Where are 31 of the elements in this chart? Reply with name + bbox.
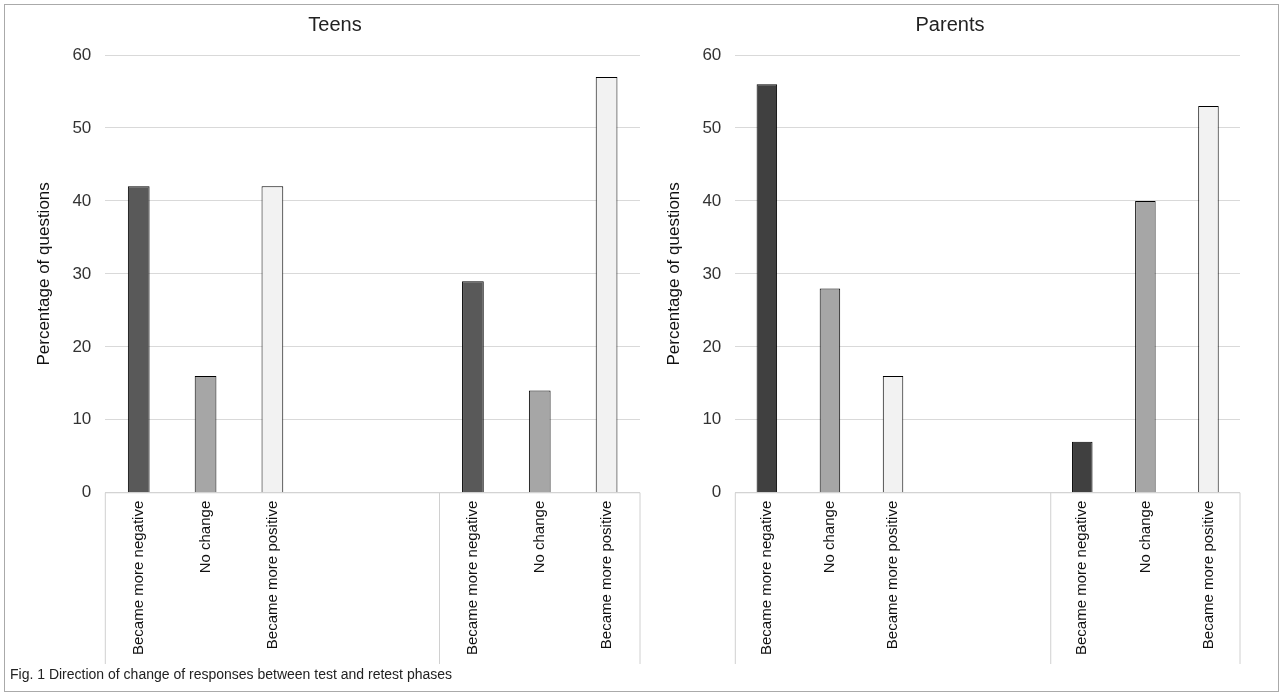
y-tick-label: 40 xyxy=(72,190,92,210)
y-tick-label: 20 xyxy=(702,336,722,356)
x-tick-label: Became more negative xyxy=(756,500,774,655)
y-tick-label: 50 xyxy=(72,117,92,137)
x-tick-label: Became more positive xyxy=(596,500,614,650)
y-tick-label: 0 xyxy=(81,482,92,502)
x-tick-label: Became more positive xyxy=(883,500,901,650)
y-tick-label: 60 xyxy=(702,44,722,64)
y-tick-label: 30 xyxy=(702,263,722,283)
y-tick-label: 10 xyxy=(702,409,722,429)
x-tick-label: No change xyxy=(195,500,213,574)
y-tick-label: 0 xyxy=(711,482,722,502)
x-tick-label: No change xyxy=(529,500,547,574)
chart-title: Parents xyxy=(915,12,985,35)
y-axis-title: Percentage of questions xyxy=(663,182,683,366)
y-tick-label: 40 xyxy=(702,190,722,210)
y-tick-label: 60 xyxy=(72,44,92,64)
x-tick-label: Became more negative xyxy=(463,500,481,655)
x-tick-label: Became more negative xyxy=(1072,500,1090,655)
y-axis-title: Percentage of questions xyxy=(33,182,53,366)
x-tick-label: No change xyxy=(820,500,838,574)
y-tick-label: 50 xyxy=(702,117,722,137)
chart-title: Teens xyxy=(308,12,362,35)
x-tick-label: Became more positive xyxy=(1198,500,1216,650)
y-tick-label: 30 xyxy=(72,263,92,283)
x-tick-label: No change xyxy=(1135,500,1153,574)
y-tick-label: 20 xyxy=(72,336,92,356)
y-tick-label: 10 xyxy=(72,409,92,429)
caption: Fig. 1 Direction of change of responses between test and retest phases xyxy=(10,666,453,682)
x-tick-label: Became more negative xyxy=(128,500,146,655)
x-tick-label: Became more positive xyxy=(262,500,280,650)
